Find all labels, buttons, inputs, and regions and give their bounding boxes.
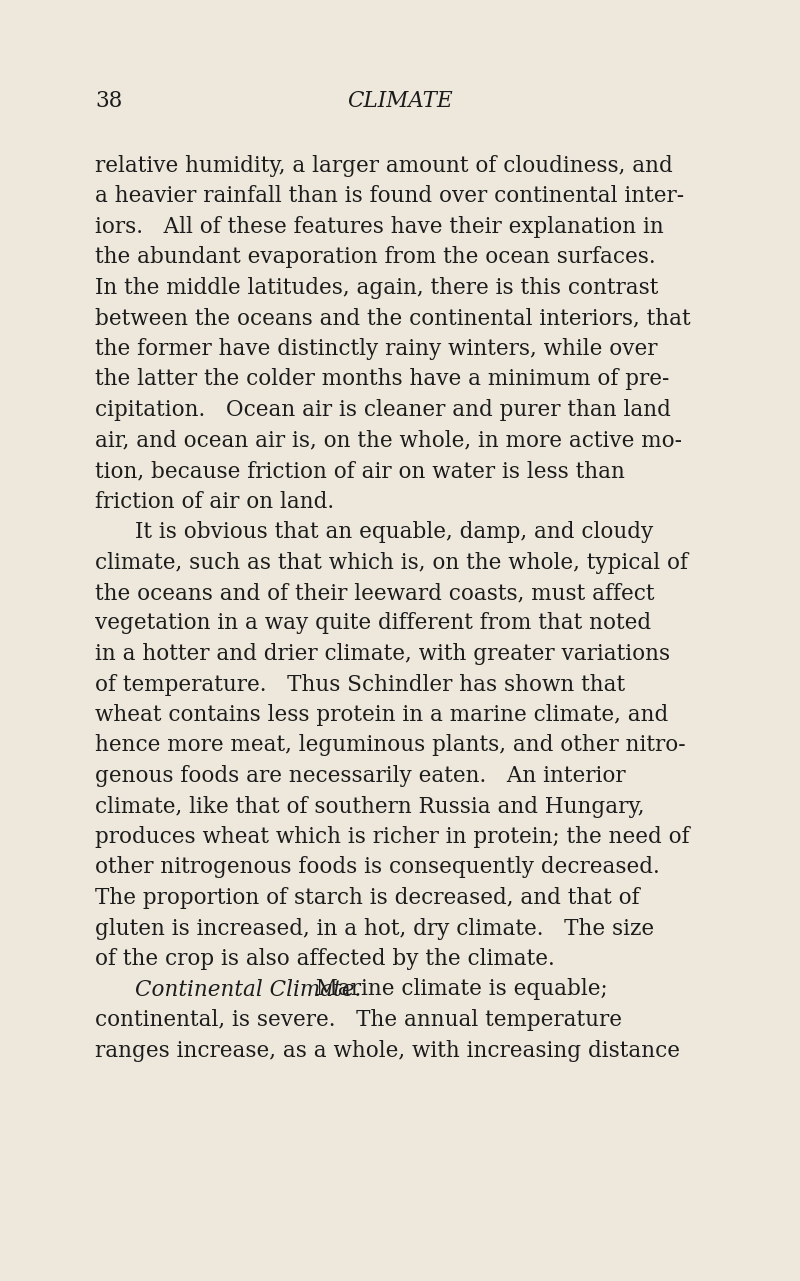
- Text: cipitation.   Ocean air is cleaner and purer than land: cipitation. Ocean air is cleaner and pur…: [95, 398, 671, 421]
- Text: vegetation in a way quite different from that noted: vegetation in a way quite different from…: [95, 612, 651, 634]
- Text: iors.   All of these features have their explanation in: iors. All of these features have their e…: [95, 216, 664, 238]
- Text: wheat contains less protein in a marine climate, and: wheat contains less protein in a marine …: [95, 705, 668, 726]
- Text: CLIMATE: CLIMATE: [347, 90, 453, 111]
- Text: friction of air on land.: friction of air on land.: [95, 491, 334, 512]
- Text: The proportion of starch is decreased, and that of: The proportion of starch is decreased, a…: [95, 886, 640, 910]
- Text: the latter the colder months have a minimum of pre-: the latter the colder months have a mini…: [95, 369, 670, 391]
- Text: climate, like that of southern Russia and Hungary,: climate, like that of southern Russia an…: [95, 796, 645, 817]
- Text: produces wheat which is richer in protein; the need of: produces wheat which is richer in protei…: [95, 826, 690, 848]
- Text: the oceans and of their leeward coasts, must affect: the oceans and of their leeward coasts, …: [95, 582, 654, 605]
- Text: between the oceans and the continental interiors, that: between the oceans and the continental i…: [95, 307, 690, 329]
- Text: It is obvious that an equable, damp, and cloudy: It is obvious that an equable, damp, and…: [135, 521, 654, 543]
- Text: 38: 38: [95, 90, 122, 111]
- Text: tion, because friction of air on water is less than: tion, because friction of air on water i…: [95, 460, 625, 482]
- Text: a heavier rainfall than is found over continental inter-: a heavier rainfall than is found over co…: [95, 186, 684, 208]
- Text: the former have distinctly rainy winters, while over: the former have distinctly rainy winters…: [95, 338, 658, 360]
- Text: Continental Climate.: Continental Climate.: [135, 979, 362, 1000]
- Text: in a hotter and drier climate, with greater variations: in a hotter and drier climate, with grea…: [95, 643, 670, 665]
- Text: continental, is severe.   The annual temperature: continental, is severe. The annual tempe…: [95, 1009, 622, 1031]
- Text: climate, such as that which is, on the whole, typical of: climate, such as that which is, on the w…: [95, 552, 688, 574]
- Text: hence more meat, leguminous plants, and other nitro-: hence more meat, leguminous plants, and …: [95, 734, 686, 757]
- Text: the abundant evaporation from the ocean surfaces.: the abundant evaporation from the ocean …: [95, 246, 656, 269]
- Text: Marine climate is equable;: Marine climate is equable;: [302, 979, 608, 1000]
- Text: of temperature.   Thus Schindler has shown that: of temperature. Thus Schindler has shown…: [95, 674, 625, 696]
- Text: other nitrogenous foods is consequently decreased.: other nitrogenous foods is consequently …: [95, 857, 660, 879]
- Text: relative humidity, a larger amount of cloudiness, and: relative humidity, a larger amount of cl…: [95, 155, 673, 177]
- Text: ranges increase, as a whole, with increasing distance: ranges increase, as a whole, with increa…: [95, 1039, 680, 1062]
- Text: gluten is increased, in a hot, dry climate.   The size: gluten is increased, in a hot, dry clima…: [95, 917, 654, 939]
- Text: air, and ocean air is, on the whole, in more active mo-: air, and ocean air is, on the whole, in …: [95, 429, 682, 451]
- Text: genous foods are necessarily eaten.   An interior: genous foods are necessarily eaten. An i…: [95, 765, 626, 787]
- Text: of the crop is also affected by the climate.: of the crop is also affected by the clim…: [95, 948, 554, 970]
- Text: In the middle latitudes, again, there is this contrast: In the middle latitudes, again, there is…: [95, 277, 658, 298]
